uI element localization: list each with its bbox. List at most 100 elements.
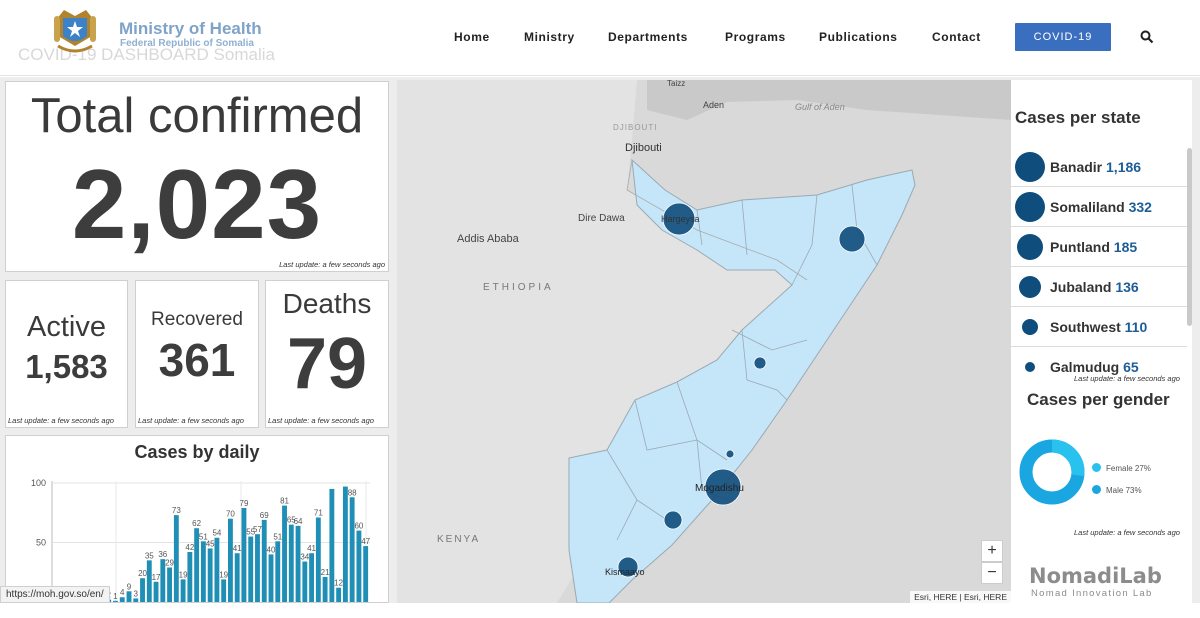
daily-bar [329,488,335,602]
nav-programs[interactable]: Programs [725,30,786,44]
daily-bar [113,600,118,602]
cases-per-gender-title: Cases per gender [1027,390,1170,409]
map-region-borders [606,184,878,541]
daily-bar [207,548,213,602]
female-legend-dot [1092,463,1101,472]
bar-data-label: 57 [253,525,262,534]
map-label-hargeysa: Hargeysa [661,214,700,224]
zoom-in-button[interactable]: + [981,540,1003,562]
map-label-taizz: Taizz [667,80,685,88]
bar-data-label: 17 [152,573,161,582]
daily-bar [302,561,308,602]
daily-bar [153,581,159,602]
bar-data-label: 9 [127,582,132,591]
bar-data-label: 41 [233,544,242,553]
nav-home[interactable]: Home [454,30,490,44]
active-card: Active 1,583 Last update: a few seconds … [5,280,128,428]
x-tick-label: May [299,600,317,603]
nomadilab-name: NomadiLab [1029,564,1162,588]
nav-publications[interactable]: Publications [819,30,898,44]
map-attribution[interactable]: Esri, HERE | Esri, HERE [910,591,1011,603]
bar-data-label: 73 [172,506,181,515]
state-name: Galmudug 65 [1050,358,1139,375]
covid19-button[interactable]: COVID-19 [1015,23,1111,51]
search-icon[interactable] [1140,30,1154,44]
y-tick-label: 100 [31,478,46,488]
nav-contact[interactable]: Contact [932,30,981,44]
daily-bar [255,534,260,602]
cases-map[interactable]: Taizz Aden Gulf of Aden DJIBOUTI Djibout… [397,80,1011,603]
map-label-addis: Addis Ababa [457,233,520,245]
active-value: 1,583 [25,348,108,385]
brand-subtitle: Federal Republic of Somalia [120,38,254,49]
bar-data-label: 88 [348,488,357,497]
state-item-jubaland[interactable]: Jubaland 136 [1011,267,1187,307]
map-label-kismaayo: Kismaayo [605,567,645,577]
map-canvas[interactable]: Taizz Aden Gulf of Aden DJIBOUTI Djibout… [397,80,1011,603]
recovered-value: 361 [158,334,236,386]
bar-data-label: 12 [334,579,343,588]
bubble-hargeysa [662,202,696,236]
zoom-out-button[interactable]: − [981,562,1003,584]
bar-data-label: 45 [206,539,215,548]
daily-bar [268,554,274,602]
daily-bar [349,497,355,602]
daily-bar [248,536,254,602]
daily-bar [309,553,315,602]
bar-data-label: 21 [321,568,330,577]
state-item-somaliland[interactable]: Somaliland 332 [1011,187,1187,227]
bar-data-label: 79 [240,499,249,508]
state-item-southwest[interactable]: Southwest 110 [1011,307,1187,347]
map-arabia-land [647,80,1011,120]
bar-data-label: 4 [120,588,125,597]
brand-name[interactable]: Ministry of Health [119,19,262,38]
bubble-galmudug [753,356,767,370]
bar-data-label: 36 [158,550,167,559]
daily-bar [187,552,193,602]
state-bubble-icon [1019,276,1041,298]
bar-data-label: 81 [280,497,289,506]
recovered-label: Recovered [151,309,243,330]
nomadilab-logo[interactable]: NomadiLab Nomad Innovation Lab [1021,558,1181,618]
bar-data-label: 19 [179,570,188,579]
daily-bar [356,530,362,602]
daily-bar [194,528,200,602]
map-label-dire-dawa: Dire Dawa [578,213,625,224]
recovered-update-text: Last update: a few seconds ago [138,416,244,425]
bar-data-label: 3 [134,589,139,598]
bubble-puntland [838,225,866,253]
state-list-scrollbar[interactable] [1187,148,1192,326]
nav-ministry[interactable]: Ministry [524,30,575,44]
daily-bar [228,518,233,602]
bar-data-label: 64 [294,517,303,526]
bar-data-label: 71 [314,509,323,518]
somalia-emblem-logo[interactable] [52,6,98,58]
bar-data-label: 54 [212,529,221,538]
state-item-puntland[interactable]: Puntland 185 [1011,227,1187,267]
bar-data-label: 51 [273,532,282,541]
bubble-beledweyne [725,449,735,459]
daily-bar [200,541,206,602]
state-bubble-icon [1025,362,1035,372]
gender-donut-chart[interactable] [1017,437,1087,507]
state-bubble-icon [1015,152,1045,182]
deaths-update-text: Last update: a few seconds ago [268,416,374,425]
daily-bar [322,577,328,602]
daily-bar [261,519,267,602]
state-list[interactable]: Banadir 1,186 Somaliland 332 Puntland 18… [1011,147,1187,377]
gender-update-text: Last update: a few seconds ago [1074,528,1180,537]
recovered-card: Recovered 361 Last update: a few seconds… [135,280,259,428]
map-label-djibouti: Djibouti [625,142,662,154]
daily-bar [336,587,342,602]
male-legend-label: Male 73% [1106,486,1142,495]
bar-data-label: 55 [246,528,255,537]
nav-departments[interactable]: Departments [608,30,688,44]
map-africa-land [397,80,807,603]
deaths-value: 79 [286,324,368,404]
daily-cases-chart[interactable]: 1005011221493203517362973194262514554197… [6,436,389,603]
daily-bar [282,505,287,602]
state-item-banadir[interactable]: Banadir 1,186 [1011,147,1187,187]
bar-data-label: 51 [199,532,208,541]
bar-data-label: 42 [185,543,194,552]
state-item-galmudug[interactable]: Galmudug 65 [1011,347,1187,377]
